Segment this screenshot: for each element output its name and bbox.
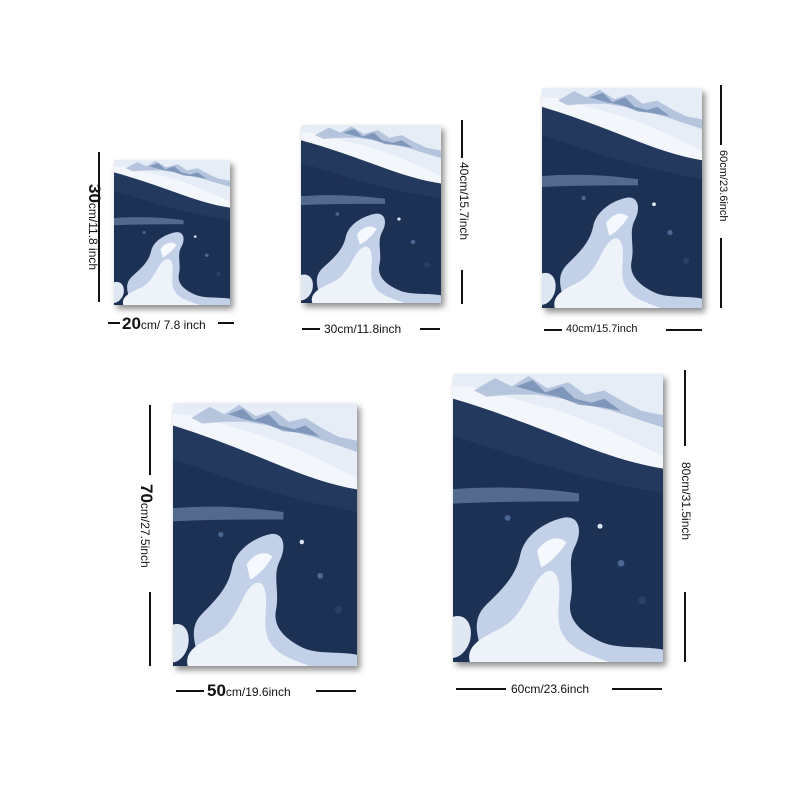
dim-line bbox=[684, 370, 686, 446]
dim-line bbox=[456, 688, 506, 690]
height-label-30x40: 40cm/15.7inch bbox=[457, 162, 471, 241]
dim-line bbox=[461, 120, 463, 158]
width-label-30x40: 30cm/11.8inch bbox=[324, 322, 402, 336]
canvas-20x30 bbox=[114, 160, 230, 305]
dim-line bbox=[302, 328, 320, 330]
width-label-50x70: 50cm/19.6inch bbox=[207, 681, 291, 700]
dim-line bbox=[544, 329, 562, 331]
width-label-60x80: 60cm/23.6inch bbox=[511, 682, 590, 696]
dim-line bbox=[218, 322, 234, 324]
height-label-20x30: 30cm/11.8 inch bbox=[85, 184, 104, 271]
height-label-40x60: 60cm/23.6inch bbox=[717, 150, 729, 222]
dim-line bbox=[176, 690, 204, 692]
dim-line bbox=[108, 322, 120, 324]
canvas-60x80 bbox=[453, 374, 663, 662]
width-label-40x60: 40cm/15.7inch bbox=[566, 323, 638, 335]
canvas-50x70 bbox=[173, 403, 357, 666]
dim-line bbox=[98, 152, 100, 302]
dim-line bbox=[316, 690, 356, 692]
dim-line bbox=[666, 329, 702, 331]
dim-line bbox=[720, 85, 722, 145]
dim-line bbox=[420, 328, 440, 330]
canvas-30x40 bbox=[301, 125, 441, 303]
dim-line bbox=[612, 688, 662, 690]
dim-line bbox=[461, 270, 463, 304]
dim-line bbox=[149, 592, 151, 666]
dim-line bbox=[684, 592, 686, 662]
width-label-20x30: 20cm/ 7.8 inch bbox=[122, 314, 206, 333]
dim-line bbox=[720, 238, 722, 308]
height-label-50x70: 70cm/27.5inch bbox=[137, 484, 156, 568]
canvas-40x60 bbox=[542, 88, 702, 308]
dim-line bbox=[149, 405, 151, 475]
height-label-60x80: 80cm/31.5inch bbox=[679, 462, 693, 541]
